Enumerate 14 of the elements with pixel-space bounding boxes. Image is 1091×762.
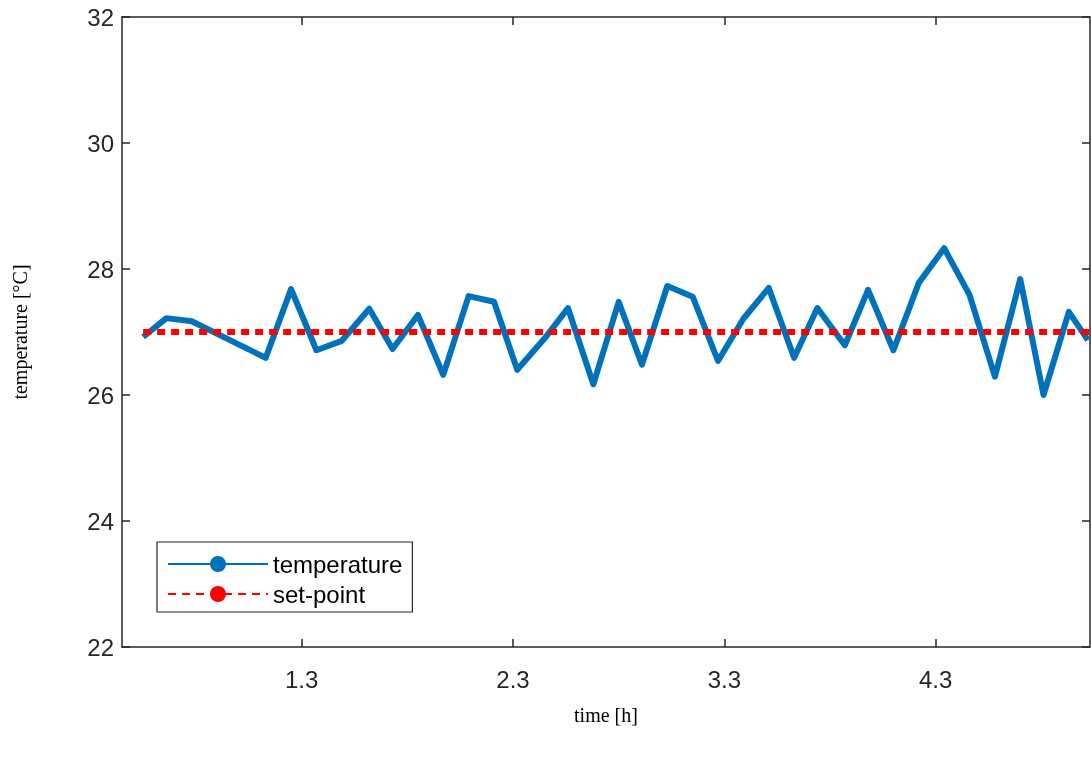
y-tick-label: 30 [87,129,114,157]
y-axis-title: temperature [°C] [9,264,32,400]
y-tick-label: 32 [87,3,114,31]
legend-label: set-point [273,580,366,608]
x-axis-title: time [h] [574,704,638,726]
x-tick-label: 4.3 [919,665,953,693]
y-tick-label: 22 [87,633,114,661]
y-tick-label: 28 [87,255,114,283]
x-tick-label: 3.3 [707,665,742,693]
y-tick-label: 26 [87,381,114,409]
legend-label: temperature [273,550,403,578]
x-tick-label: 2.3 [496,665,530,693]
y-tick-label: 24 [87,507,114,535]
x-tick-label: 1.3 [284,665,319,693]
